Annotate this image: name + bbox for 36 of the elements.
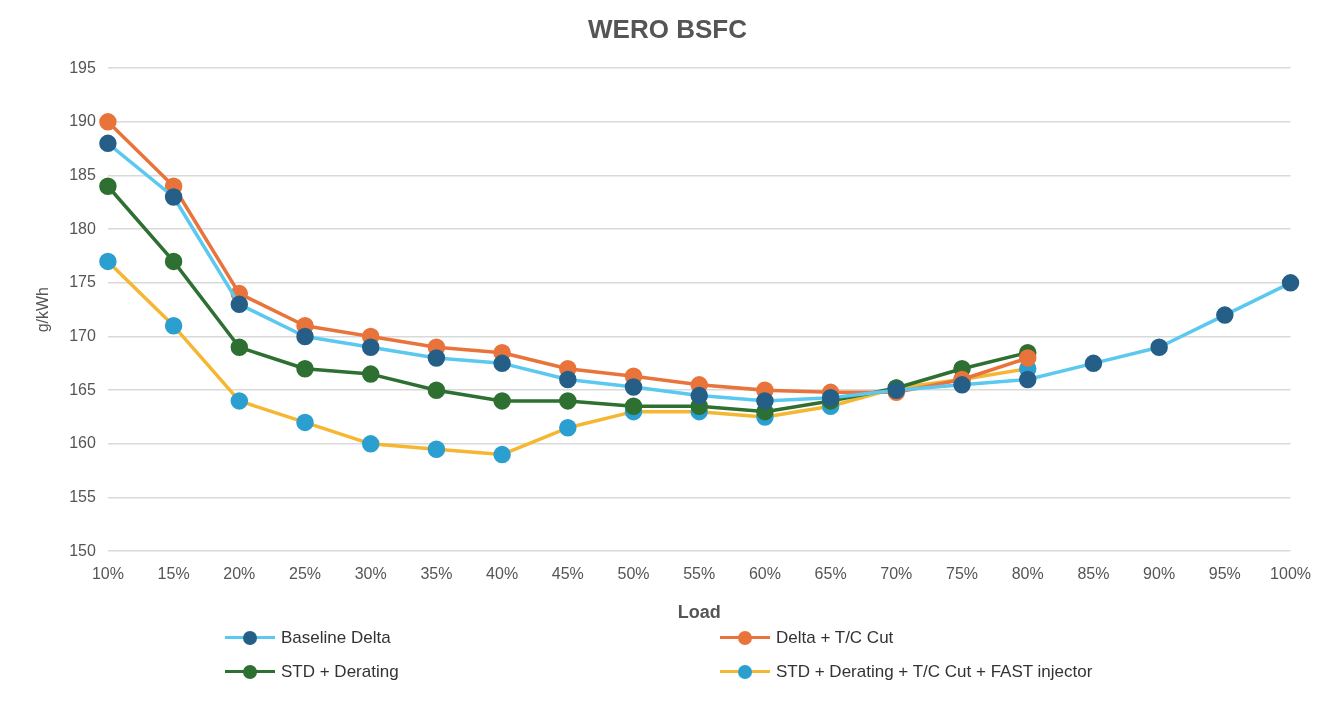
y-tick-label: 195 xyxy=(69,58,96,76)
y-tick-label: 185 xyxy=(69,165,96,183)
x-tick-label: 65% xyxy=(814,565,847,583)
chart-title: WERO BSFC xyxy=(588,13,748,44)
y-tick-label: 170 xyxy=(69,326,96,344)
x-tick-label: 35% xyxy=(420,565,453,583)
y-tick-label: 180 xyxy=(69,219,96,237)
x-tick-label: 25% xyxy=(288,565,322,583)
x-tick-label: 100% xyxy=(1270,565,1311,583)
x-axis-title: Load xyxy=(677,602,721,623)
legend-label: STD + Derating xyxy=(281,662,399,682)
x-tick-label: 10% xyxy=(91,565,124,583)
x-tick-label: 40% xyxy=(486,565,519,583)
x-tick-label: 55% xyxy=(683,565,716,583)
x-tick-label: 30% xyxy=(354,565,387,583)
y-tick-label: 150 xyxy=(69,541,96,559)
y-tick-label: 160 xyxy=(69,434,96,452)
x-tick-label: 85% xyxy=(1077,565,1110,583)
x-tick-label: 50% xyxy=(617,565,650,583)
x-tick-label: 70% xyxy=(880,565,913,583)
x-tick-label: 95% xyxy=(1208,565,1241,583)
y-tick-label: 155 xyxy=(69,487,96,505)
legend-label: Baseline Delta xyxy=(281,628,391,648)
x-tick-label: 15% xyxy=(157,565,190,583)
y-tick-label: 165 xyxy=(69,380,96,398)
y-tick-label: 175 xyxy=(69,273,96,291)
legend-label: STD + Derating + T/C Cut + FAST injector xyxy=(776,662,1093,682)
x-tick-label: 45% xyxy=(551,565,584,583)
x-tick-label: 90% xyxy=(1143,565,1176,583)
y-axis-title: g/kWh xyxy=(34,287,52,333)
x-tick-label: 80% xyxy=(1011,565,1044,583)
legend-label: Delta + T/C Cut xyxy=(776,628,894,648)
x-tick-label: 20% xyxy=(223,565,256,583)
x-tick-label: 60% xyxy=(748,565,781,583)
y-tick-label: 190 xyxy=(69,112,96,130)
x-tick-label: 75% xyxy=(946,565,979,583)
